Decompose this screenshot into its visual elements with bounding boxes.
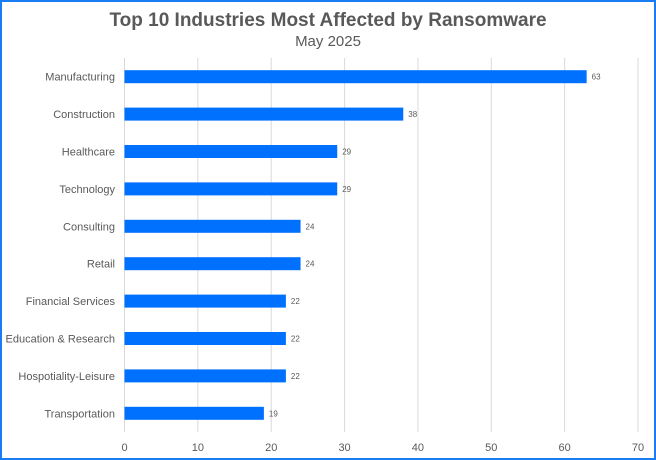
bar [124, 406, 264, 420]
bar [124, 219, 301, 233]
category-label: Healthcare [62, 147, 115, 159]
x-tick-label: 0 [121, 442, 127, 454]
category-label: Education & Research [6, 334, 115, 346]
bar [124, 70, 587, 84]
category-label: Consulting [63, 221, 115, 233]
data-label: 22 [291, 297, 300, 306]
data-label: 22 [291, 335, 300, 344]
bar [124, 182, 338, 196]
x-tick-label: 30 [338, 442, 350, 454]
category-label: Construction [53, 109, 115, 121]
category-label: Retail [87, 259, 115, 271]
data-label: 19 [269, 409, 278, 418]
data-label: 22 [291, 372, 300, 381]
x-tick-label: 60 [559, 442, 571, 454]
category-label: Technology [59, 184, 115, 196]
data-label: 63 [592, 73, 601, 82]
bar [124, 294, 286, 308]
bar [124, 369, 286, 383]
bar [124, 145, 338, 158]
x-tick-label: 10 [192, 442, 204, 454]
bar [124, 107, 404, 121]
data-label: 29 [342, 185, 351, 194]
bar [124, 257, 301, 271]
x-tick-label: 40 [412, 442, 424, 454]
chart-title: Top 10 Industries Most Affected by Ranso… [109, 10, 547, 31]
category-label: Manufacturing [45, 72, 115, 84]
x-tick-label: 50 [485, 442, 497, 454]
x-tick-label: 20 [265, 442, 277, 454]
data-label: 29 [342, 148, 351, 157]
data-label: 24 [306, 260, 315, 269]
x-tick-label: 70 [632, 442, 644, 454]
chart-subtitle: May 2025 [295, 33, 361, 50]
data-label: 38 [408, 110, 417, 119]
category-label: Transportation [44, 408, 115, 420]
data-label: 24 [306, 222, 315, 231]
bar [124, 332, 286, 345]
category-label: Financial Services [26, 296, 116, 308]
category-label: Hospotiality-Leisure [18, 371, 115, 383]
